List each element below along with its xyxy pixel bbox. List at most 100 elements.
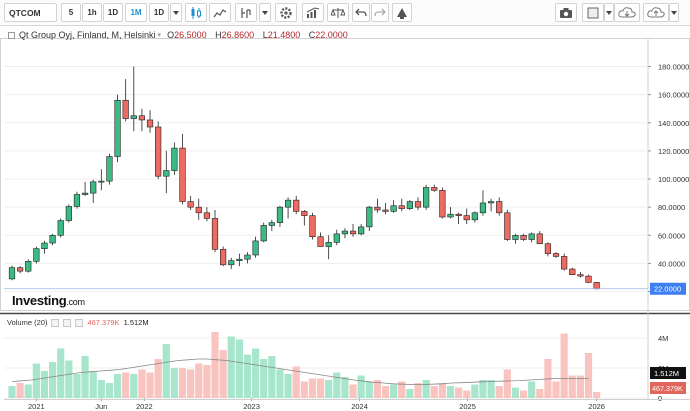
last-price-tag [650,282,686,295]
candle-up [81,192,89,195]
volume-bar-down [16,383,24,398]
candle-up [130,115,137,119]
price-tick-label: 120.0000 [658,147,689,156]
interval-1m-button[interactable]: 1M [125,3,147,22]
volume-bar-down [536,389,544,398]
volume-bar-down [560,333,568,398]
volume-bar-up [24,384,32,398]
volume-bar-up [341,377,349,398]
volume-bar-up [325,380,333,398]
volume-bar-up [8,386,16,398]
interval-label: 1D [107,8,119,17]
interval-1d-button[interactable]: 1D [103,3,123,22]
candle-up [98,180,105,183]
candle-down [544,243,552,254]
candle-up [341,230,349,235]
close-label: C [308,30,316,40]
cloud-upload-icon [647,6,665,17]
volume-bar-up [57,348,65,398]
volume-bar-down [495,386,503,398]
volume-bar-up [487,380,495,398]
volume-last-tag [650,367,686,379]
save-chart-button[interactable] [643,3,669,22]
time-axis-label: 2026 [588,402,605,411]
series-menu-caret-icon[interactable]: ▾ [157,32,162,39]
volume-last-value: 1.512M [123,318,149,327]
toolbar: QTCOM 5 1h 1D 1M 1D [0,0,690,26]
volume-bar-down [211,332,219,398]
high-value: 26.8600 [221,30,255,40]
candle-down [187,201,194,208]
ohlc-values: O26.5000 H26.8600 L21.4800 C22.0000 [167,30,354,40]
indicators-dropdown-button[interactable] [259,3,271,22]
cloud-download-icon [618,6,636,17]
candle-down [463,215,470,221]
candle-down [439,189,446,218]
candle-up [252,240,259,256]
series-title: Qt Group Oyj, Finland, M, Helsinki [19,30,156,40]
volume-bar-up [528,381,536,398]
screenshot-button[interactable] [555,3,577,22]
volume-remove-icon[interactable] [75,318,84,327]
line-chart-icon [213,8,227,17]
price-pane-frame [0,38,690,311]
layout-dropdown-button[interactable] [604,3,614,22]
volume-bar-up [284,374,292,398]
volume-bar-down [593,392,601,398]
undo-button[interactable] [352,3,370,22]
layout-icon [587,7,599,18]
volume-bar-up [105,383,114,398]
symbol-search-button[interactable]: QTCOM [4,3,57,22]
time-axis-label: 2025 [459,402,476,411]
price-tick-label: 40.0000 [658,259,685,268]
line-style-button[interactable] [209,3,231,22]
interval-1h-button[interactable]: 1h [82,3,102,22]
undo-icon [355,8,367,16]
indicators-button[interactable] [235,3,257,22]
indicators-icon [241,7,251,18]
volume-bar-up [471,384,479,398]
volume-bar-up [333,372,341,398]
candle-down [414,201,422,208]
open-value: 26.5000 [174,30,207,40]
volume-bar-up [65,360,73,398]
candles-button[interactable] [185,3,207,22]
redo-button[interactable] [371,3,389,22]
price-tick-label: 60.0000 [658,231,685,240]
interval-1d-alt-button[interactable]: 1D [149,3,169,22]
candle-up [406,201,413,209]
interval-dropdown-button[interactable] [170,3,182,22]
settings-button[interactable] [275,3,297,22]
volume-bar-up [235,339,243,398]
load-chart-button[interactable] [614,3,640,22]
candle-up [333,233,340,243]
volume-bar-down [373,380,381,398]
compare-button[interactable] [327,3,349,22]
time-axis-label: 2023 [243,402,260,411]
volume-bar-down [519,390,528,398]
price-chart-canvas[interactable]: 20.000040.000060.000080.0000100.0000120.… [0,26,690,411]
time-axis-label: 2022 [136,402,153,411]
candle-down [301,211,308,216]
collapse-legend-icon[interactable] [8,31,15,39]
volume-bar-down [187,369,195,398]
volume-settings-icon[interactable] [63,318,72,327]
volume-bar-up [252,348,260,398]
volume-bar-up [49,362,57,398]
drawing-button[interactable] [392,3,412,22]
interval-5-button[interactable]: 5 [61,3,81,22]
volume-bar-down [349,384,357,398]
volume-bar-down [398,381,406,398]
volume-bar-down [195,363,203,398]
chart-type-button[interactable] [302,3,324,22]
candle-down [146,119,154,128]
volume-bar-up [357,375,365,398]
candle-down [561,256,568,270]
candle-up [366,206,373,228]
volume-ma-tag-label: 467.379K [652,384,683,393]
save-dropdown-button[interactable] [669,3,679,22]
volume-visibility-icon[interactable] [51,318,60,327]
area-chart-icon [306,6,320,18]
candle-up [512,234,519,240]
layout-button[interactable] [582,3,604,22]
